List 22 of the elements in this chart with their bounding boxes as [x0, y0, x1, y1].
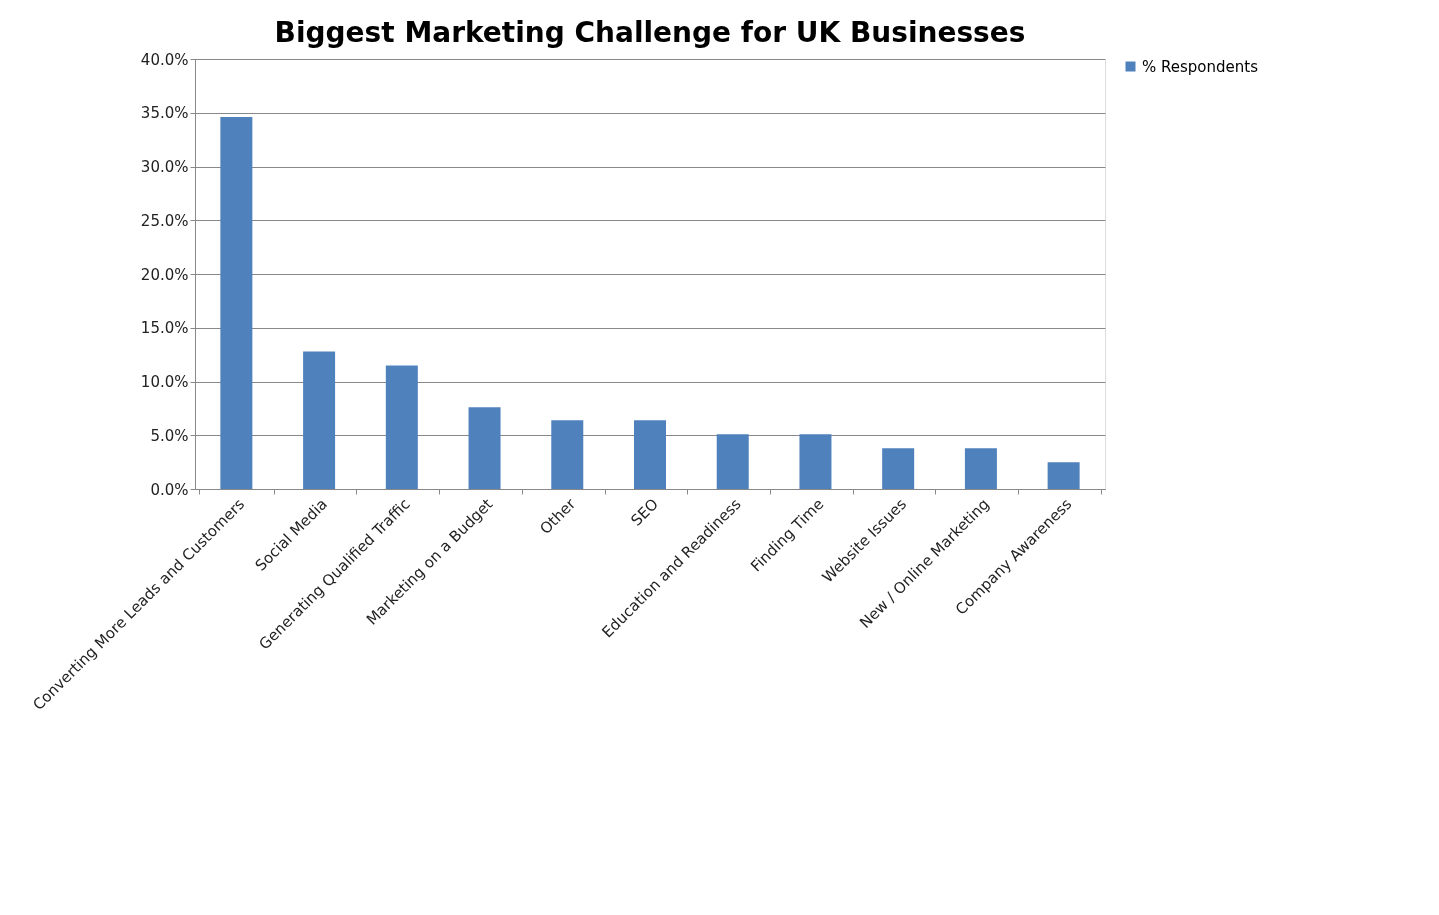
bar [799, 434, 832, 489]
y-tick-label: 30.0% [140, 158, 189, 176]
bar [220, 117, 253, 489]
y-tick-label: 20.0% [140, 265, 189, 284]
y-tick-label: 15.0% [140, 319, 189, 338]
bar [551, 420, 584, 489]
bar [385, 365, 418, 489]
bar [882, 448, 915, 489]
bar [1047, 462, 1080, 489]
bar [716, 434, 749, 489]
y-tick-label: 35.0% [140, 104, 189, 123]
chart-title: Biggest Marketing Challenge for UK Businesses [274, 16, 1026, 49]
bar [964, 448, 997, 489]
bar [634, 420, 666, 489]
y-tick-label: 25.0% [140, 211, 189, 230]
bar [303, 351, 336, 489]
y-tick-label: 0.0% [150, 480, 189, 499]
y-tick-label: 5.0% [150, 426, 189, 445]
bar [468, 407, 501, 489]
y-tick-label: 10.0% [140, 373, 189, 391]
y-tick-label: 40.0% [140, 50, 189, 69]
legend-label: % Respondents [1142, 57, 1259, 76]
